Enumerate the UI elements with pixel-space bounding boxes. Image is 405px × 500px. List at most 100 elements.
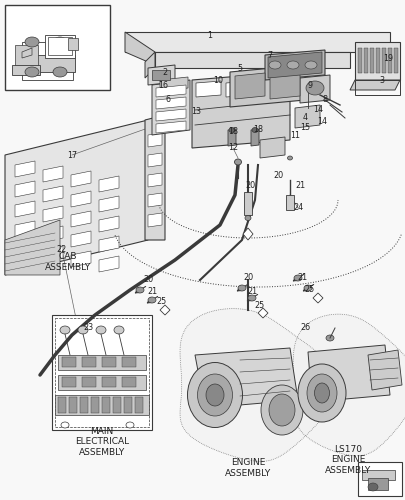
Bar <box>113 397 121 413</box>
Polygon shape <box>125 32 389 52</box>
Ellipse shape <box>53 67 67 77</box>
Ellipse shape <box>303 285 311 291</box>
Text: 1: 1 <box>207 30 212 40</box>
Polygon shape <box>156 97 185 109</box>
Polygon shape <box>349 80 399 90</box>
Text: MAIN
ELECTRICAL
ASSEMBLY: MAIN ELECTRICAL ASSEMBLY <box>75 427 129 457</box>
Text: ENGINE
ASSEMBLY: ENGINE ASSEMBLY <box>224 458 271 477</box>
Ellipse shape <box>96 326 106 334</box>
Text: 8: 8 <box>322 96 327 104</box>
Bar <box>82 357 96 367</box>
Text: 6: 6 <box>165 96 170 104</box>
Ellipse shape <box>148 297 156 303</box>
Text: 7: 7 <box>267 50 272 59</box>
Text: 24: 24 <box>292 204 302 212</box>
Bar <box>69 397 77 413</box>
Polygon shape <box>259 137 284 158</box>
Polygon shape <box>230 65 304 107</box>
Ellipse shape <box>25 67 39 77</box>
Polygon shape <box>243 228 252 240</box>
Text: 25: 25 <box>254 300 264 310</box>
Ellipse shape <box>205 384 224 406</box>
Polygon shape <box>71 251 91 267</box>
Ellipse shape <box>136 287 144 293</box>
Ellipse shape <box>60 326 70 334</box>
Text: 19: 19 <box>382 54 392 62</box>
Ellipse shape <box>25 37 39 47</box>
Text: 17: 17 <box>67 150 77 160</box>
Polygon shape <box>155 52 349 68</box>
Ellipse shape <box>247 295 256 301</box>
Text: 25: 25 <box>304 286 314 294</box>
Bar <box>124 397 132 413</box>
Bar <box>68 38 78 50</box>
Ellipse shape <box>269 394 294 426</box>
Text: 14: 14 <box>312 106 322 114</box>
Polygon shape <box>307 345 389 402</box>
Text: 5: 5 <box>237 64 242 72</box>
Polygon shape <box>71 191 91 207</box>
Polygon shape <box>156 85 185 97</box>
Polygon shape <box>367 478 387 490</box>
Text: 18: 18 <box>252 126 262 134</box>
Ellipse shape <box>114 326 124 334</box>
Polygon shape <box>15 45 38 68</box>
Polygon shape <box>148 193 162 207</box>
Text: 21: 21 <box>147 288 157 296</box>
Polygon shape <box>151 80 190 135</box>
Bar <box>393 48 397 73</box>
Text: 25: 25 <box>156 298 167 306</box>
Ellipse shape <box>237 285 245 291</box>
Bar <box>363 48 367 73</box>
Bar <box>52 315 151 430</box>
Text: 21: 21 <box>246 288 256 296</box>
Ellipse shape <box>260 385 302 435</box>
Polygon shape <box>243 192 252 215</box>
Polygon shape <box>48 37 72 55</box>
Ellipse shape <box>234 159 241 165</box>
Text: 16: 16 <box>158 80 168 90</box>
Text: 10: 10 <box>213 76 222 84</box>
Ellipse shape <box>286 61 298 69</box>
Text: 14: 14 <box>316 118 326 126</box>
Bar <box>82 377 96 387</box>
Polygon shape <box>285 195 293 210</box>
Polygon shape <box>299 75 329 103</box>
Ellipse shape <box>252 128 257 132</box>
Polygon shape <box>148 153 162 167</box>
Polygon shape <box>125 32 155 65</box>
Text: 21: 21 <box>294 180 304 190</box>
Polygon shape <box>148 133 162 147</box>
Polygon shape <box>148 173 162 187</box>
Polygon shape <box>196 81 220 97</box>
Ellipse shape <box>304 61 316 69</box>
Ellipse shape <box>244 216 250 220</box>
Polygon shape <box>156 109 185 121</box>
Bar <box>122 357 136 367</box>
Polygon shape <box>194 348 297 408</box>
Bar <box>5 5 110 90</box>
Polygon shape <box>267 52 321 78</box>
Bar <box>375 48 379 73</box>
Bar <box>58 375 146 390</box>
Ellipse shape <box>325 335 333 341</box>
Ellipse shape <box>197 374 232 416</box>
Ellipse shape <box>287 156 292 160</box>
Polygon shape <box>22 48 32 58</box>
Polygon shape <box>148 65 175 85</box>
Text: 9: 9 <box>307 80 312 90</box>
Polygon shape <box>30 55 75 72</box>
Polygon shape <box>71 211 91 227</box>
Text: 15: 15 <box>299 124 309 132</box>
Ellipse shape <box>306 374 336 412</box>
Polygon shape <box>160 77 188 91</box>
Polygon shape <box>234 73 264 99</box>
Text: 2: 2 <box>162 68 167 76</box>
Polygon shape <box>71 231 91 247</box>
Polygon shape <box>228 129 235 146</box>
Polygon shape <box>99 256 119 272</box>
Ellipse shape <box>297 364 345 422</box>
Polygon shape <box>226 81 250 97</box>
Polygon shape <box>43 246 63 262</box>
Polygon shape <box>5 120 148 275</box>
